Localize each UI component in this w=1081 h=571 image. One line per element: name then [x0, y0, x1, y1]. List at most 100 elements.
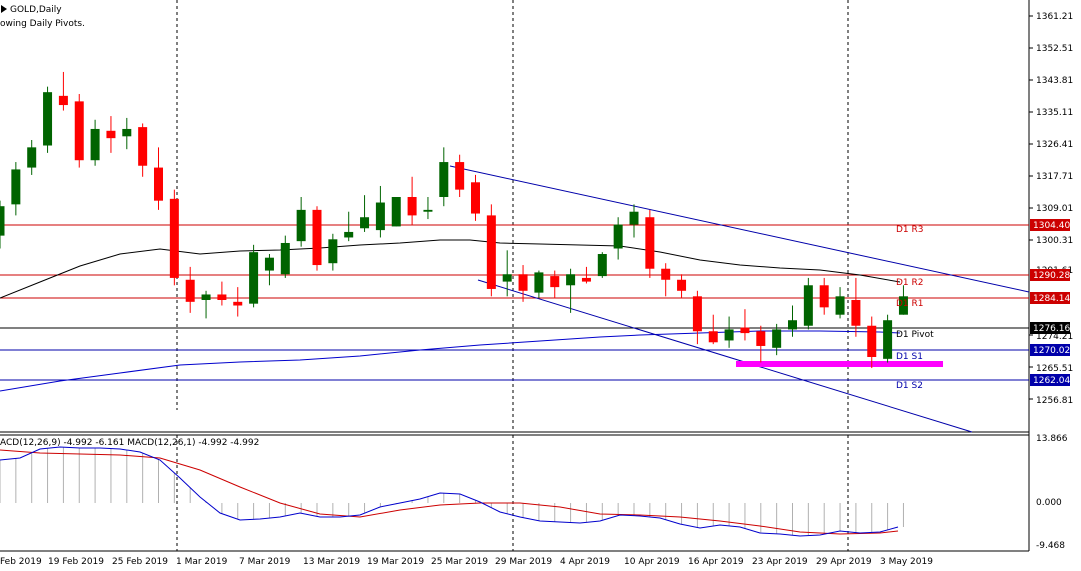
pivot-label-s2: D1 S2 — [896, 381, 923, 391]
time-tick: 4 Apr 2019 — [560, 557, 610, 567]
bullish-candle — [0, 206, 5, 236]
macd-tick: 0.000 — [1036, 498, 1062, 508]
macd-signal-line — [0, 449, 899, 535]
bullish-candle — [344, 231, 354, 238]
bearish-candle — [851, 299, 861, 326]
price-tick: 1361.21 — [1036, 12, 1073, 22]
macd-axis: 13.866 0.000 -9.468 — [1036, 434, 1068, 551]
moving-average-fast — [0, 239, 901, 299]
bearish-candle — [708, 331, 718, 343]
bullish-candle — [280, 242, 290, 275]
bearish-candle — [74, 101, 84, 161]
bearish-candle — [677, 279, 687, 291]
chart-symbol-title: GOLD,Daily — [10, 5, 62, 15]
pivot-price-tag — [1030, 322, 1070, 334]
pivot-label-s1: D1 S1 — [896, 352, 923, 362]
time-tick: 7 Mar 2019 — [239, 557, 291, 567]
pivot-label-r1: D1 R1 — [896, 299, 924, 309]
time-tick: 29 Apr 2019 — [816, 557, 872, 567]
pivot-price-tags: 1304.40 1290.28 1284.14 1276.16 1270.02 … — [1030, 219, 1070, 386]
candlesticks — [0, 71, 908, 369]
bearish-candle — [819, 285, 829, 308]
s1-price-value: 1270.02 — [1033, 346, 1070, 356]
bearish-candle — [217, 294, 227, 300]
bullish-candle — [90, 128, 100, 161]
bullish-candle — [27, 147, 37, 168]
time-tick: Feb 2019 — [0, 557, 42, 567]
indicator-title: owing Daily Pivots. — [0, 19, 85, 29]
bullish-candle — [423, 209, 433, 212]
price-tick: 1326.41 — [1036, 140, 1073, 150]
bearish-candle — [169, 198, 179, 278]
upper-trendline[interactable] — [449, 165, 1030, 293]
time-tick: 13 Mar 2019 — [303, 557, 360, 567]
bullish-candle — [803, 285, 813, 326]
bearish-candle — [486, 215, 496, 289]
bullish-candle — [249, 252, 259, 304]
bullish-candle — [835, 296, 845, 315]
support-zone-highlight[interactable] — [736, 361, 943, 367]
time-tick: 3 May 2019 — [880, 557, 933, 567]
bullish-candle — [201, 294, 211, 300]
bullish-candle — [898, 296, 908, 315]
bullish-candle — [534, 272, 544, 293]
s1-price-tag — [1030, 344, 1070, 356]
price-axis-ticks — [1029, 15, 1033, 400]
bearish-candle — [185, 279, 195, 302]
bearish-candle — [407, 197, 417, 216]
r3-price-tag — [1030, 219, 1070, 231]
bullish-candle — [772, 329, 782, 348]
bullish-candle — [597, 254, 607, 277]
time-tick: 23 Apr 2019 — [752, 557, 808, 567]
bullish-candle — [788, 320, 797, 330]
price-tick: 1274.21 — [1036, 332, 1073, 342]
bearish-candle — [661, 268, 671, 280]
pivot-labels: D1 R3 D1 R2 D1 R1 D1 Pivot D1 S1 D1 S2 — [896, 225, 934, 391]
time-tick: 1 Mar 2019 — [176, 557, 228, 567]
bearish-candle — [550, 276, 560, 288]
bearish-candle — [471, 182, 480, 214]
bullish-candle — [502, 274, 512, 282]
price-tick: 1317.71 — [1036, 172, 1073, 182]
time-axis[interactable]: Feb 2019 19 Feb 2019 25 Feb 2019 1 Mar 2… — [0, 557, 933, 567]
time-tick: 25 Mar 2019 — [431, 557, 488, 567]
bearish-candle — [106, 130, 116, 139]
pivot-label-pivot: D1 Pivot — [896, 330, 934, 340]
macd-main-line — [0, 446, 899, 537]
bearish-candle — [581, 277, 591, 282]
price-tick: 1352.51 — [1036, 44, 1073, 54]
time-tick: 29 Mar 2019 — [495, 557, 552, 567]
price-tick: 1265.51 — [1036, 364, 1073, 374]
r1-price-value: 1284.14 — [1033, 294, 1070, 304]
bullish-candle — [724, 329, 734, 341]
macd-tick: 13.866 — [1036, 434, 1068, 444]
price-tick: 1300.31 — [1036, 236, 1073, 246]
bullish-candle — [11, 169, 21, 205]
bullish-candle — [122, 128, 132, 137]
bullish-candle — [883, 320, 893, 359]
bearish-candle — [756, 331, 766, 346]
macd-histogram — [0, 447, 904, 536]
bearish-candle — [138, 127, 148, 166]
bearish-candle — [692, 296, 702, 332]
r2-price-tag — [1030, 269, 1070, 281]
macd-tick: -9.468 — [1036, 541, 1065, 551]
bullish-candle — [391, 197, 401, 227]
s2-price-value: 1262.04 — [1033, 376, 1070, 386]
time-tick: 19 Feb 2019 — [48, 557, 104, 567]
pivot-label-r2: D1 R2 — [896, 278, 924, 288]
r3-price-value: 1304.40 — [1033, 221, 1070, 231]
bullish-candle — [629, 211, 639, 225]
bearish-candle — [867, 325, 877, 358]
price-pane[interactable] — [0, 0, 1029, 432]
bearish-candle — [154, 167, 163, 201]
lower-trendline[interactable] — [477, 279, 973, 433]
bullish-candle — [360, 217, 370, 229]
price-tick: 1256.81 — [1036, 396, 1073, 406]
r2-price-value: 1290.28 — [1033, 271, 1070, 281]
bearish-candle — [455, 162, 465, 190]
time-tick: 25 Feb 2019 — [112, 557, 168, 567]
bullish-candle — [566, 274, 576, 286]
price-tick: 1309.01 — [1036, 204, 1073, 214]
